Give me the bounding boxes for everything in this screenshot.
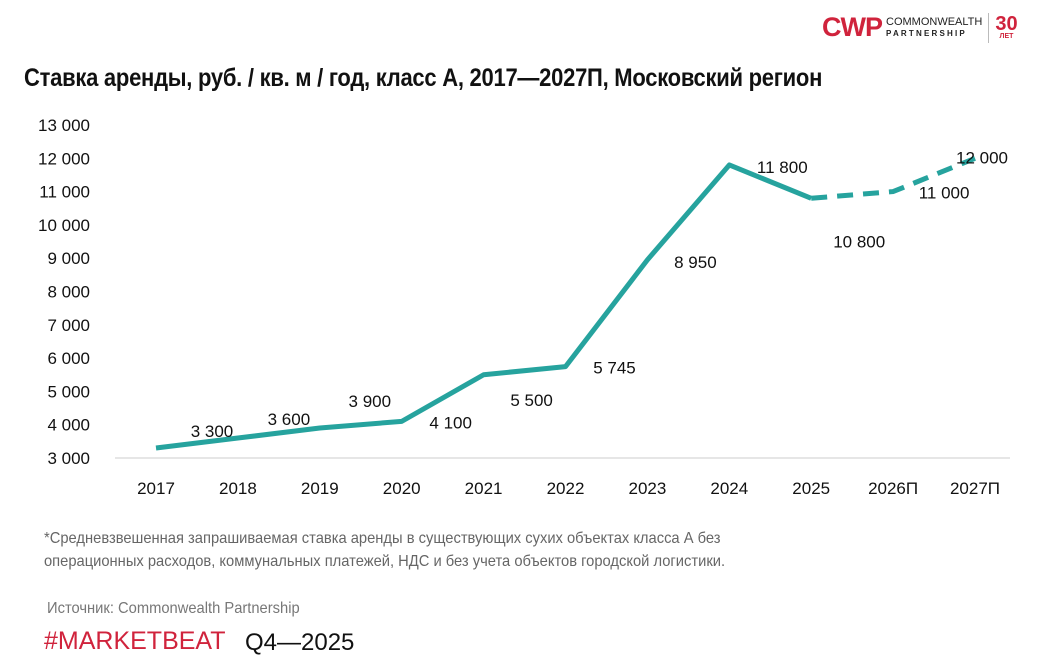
logo-name-2: PARTNERSHIP — [886, 28, 967, 38]
data-label: 3 600 — [268, 410, 311, 429]
data-label: 8 950 — [674, 253, 717, 272]
data-label: 11 000 — [919, 184, 970, 203]
logo-anniversary: 30 ЛЕТ — [995, 12, 1018, 41]
footnote-line-2: операционных расходов, коммунальных плат… — [44, 553, 726, 570]
data-label: 3 300 — [191, 422, 234, 441]
data-label: 3 900 — [349, 392, 392, 411]
y-tick-label: 9 000 — [47, 249, 90, 268]
y-tick-label: 5 000 — [47, 382, 90, 401]
x-tick-label: 2026П — [868, 479, 918, 498]
brand-marketbeat: #MARKETBEAT — [44, 627, 226, 655]
y-tick-label: 3 000 — [47, 449, 90, 468]
y-tick-label: 8 000 — [47, 283, 90, 302]
x-tick-label: 2027П — [950, 479, 1000, 498]
series-line-forecast — [810, 155, 976, 201]
logo-divider — [988, 12, 990, 43]
data-label: 4 100 — [429, 413, 472, 432]
period: Q4—2025 — [245, 629, 355, 656]
x-tick-label: 2021 — [465, 479, 503, 498]
series-line-actual — [155, 162, 813, 451]
logo: CWP COMMONWEALTH PARTNERSHIP 30 ЛЕТ — [822, 12, 1018, 43]
x-tick-label: 2023 — [628, 479, 666, 498]
x-tick-label: 2025 — [792, 479, 830, 498]
y-tick-label: 6 000 — [47, 349, 90, 368]
x-tick-label: 2017 — [137, 479, 175, 498]
x-tick-label: 2018 — [219, 479, 257, 498]
logo-years-label: ЛЕТ — [999, 32, 1014, 40]
data-label: 12 000 — [956, 148, 1008, 167]
logo-name: COMMONWEALTH PARTNERSHIP — [886, 15, 983, 39]
line-chart: 3 000 4 000 5 000 6 000 7 000 8 000 9 000 10 00… — [38, 116, 1010, 498]
logo-mark: CWP — [822, 12, 883, 42]
y-tick-label: 4 000 — [47, 416, 90, 435]
data-label: 10 800 — [833, 232, 885, 251]
y-tick-label: 12 000 — [38, 149, 90, 168]
x-tick-label: 2020 — [383, 479, 421, 498]
logo-years: 30 — [995, 12, 1018, 35]
y-tick-label: 13 000 — [38, 116, 90, 135]
source: Источник: Commonwealth Partnership — [47, 600, 300, 617]
y-tick-label: 10 000 — [38, 216, 90, 235]
data-label: 5 500 — [510, 391, 553, 410]
y-tick-label: 7 000 — [47, 316, 90, 335]
logo-name-1: COMMONWEALTH — [886, 15, 983, 28]
footnote: *Средневзвешенная запрашиваемая ставка а… — [44, 527, 725, 573]
x-tick-label: 2022 — [547, 479, 585, 498]
footnote-line-1: *Средневзвешенная запрашиваемая ставка а… — [44, 530, 721, 547]
chart-title: Ставка аренды, руб. / кв. м / год, класс… — [24, 64, 823, 92]
data-label: 11 800 — [757, 158, 808, 177]
x-tick-label: 2024 — [710, 479, 748, 498]
y-tick-label: 11 000 — [39, 183, 90, 202]
data-label: 5 745 — [593, 359, 636, 378]
x-tick-label: 2019 — [301, 479, 339, 498]
